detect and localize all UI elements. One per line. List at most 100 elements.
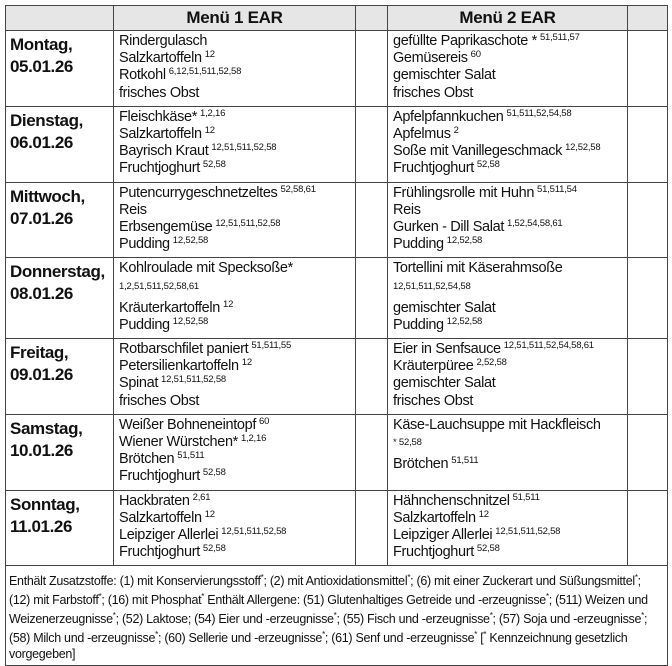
day-date: 10.01.26 (10, 440, 73, 460)
header-spacer (627, 5, 668, 31)
dish-name: Fruchtjoghurt (393, 544, 474, 561)
dish-name: Fruchtjoghurt (119, 468, 200, 485)
menu-item: frisches Obst (393, 393, 627, 410)
day-name: Sonntag, (10, 494, 80, 514)
header-spacer (355, 5, 388, 31)
menu-item: Salzkartoffeln 12 (393, 510, 627, 527)
additive-codes: 12,51,511,52,58 (211, 142, 277, 154)
dish-name: frisches Obst (119, 392, 200, 409)
spacer-cell (627, 30, 668, 107)
day-date: 05.01.26 (10, 57, 73, 76)
menu-item: Apfelmus 2 (393, 126, 627, 143)
menu-item: frisches Obst (119, 85, 355, 102)
menu1-cell: Rindergulasch Salzkartoffeln 12 Rotkohl 6,12… (113, 30, 356, 107)
spacer-cell (355, 105, 388, 183)
additive-codes: 6,12,51,511,52,58 (168, 66, 242, 78)
menu-item: Salzkartoffeln 12 (119, 50, 355, 67)
dish-name: Kohlroulade mit Specksoße* (119, 260, 293, 277)
menu-item: Bayrisch Kraut 12,51,511,52,58 (119, 143, 355, 160)
spacer-cell (355, 181, 388, 259)
spacer-cell (355, 413, 388, 491)
menu2-cell: Frühlingsrolle mit Huhn 51,511,54 Reis Gurk… (387, 181, 628, 259)
dish-name: gemischter Salat (393, 299, 496, 316)
menu-item: gefüllte Paprikaschote * 51,511,57 (393, 33, 627, 50)
dish-name: Fruchtjoghurt (393, 160, 474, 177)
header-day (5, 5, 114, 31)
allergen-legend-text: Enthält Zusatzstoffe: (1) mit Konservier… (9, 572, 648, 662)
dish-name: Hähnchenschnitzel (393, 492, 510, 509)
day-row: Sonntag, 11.01.26 Hackbraten 2,61 Salzkartof… (5, 489, 668, 567)
menu-item: Weißer Bohneneintopf 60 (119, 417, 355, 434)
dish-name: Eier in Senfsauce (393, 341, 501, 358)
dish-name: Brötchen (119, 451, 175, 468)
menu-item: Putencurrygeschnetzeltes 52,58,61 (119, 183, 355, 202)
dish-name: Fruchtjoghurt (119, 544, 200, 561)
spacer-cell (355, 338, 388, 415)
menu-item: Brötchen 51,511 (393, 456, 627, 473)
menu1-cell: Weißer Bohneneintopf 60 Wiener Würstchen* 1… (113, 413, 356, 491)
dish-name: Brötchen (393, 456, 449, 473)
day-name: Mittwoch, (10, 186, 85, 206)
dish-name: Käse-Lauchsuppe mit Hackfleisch (393, 416, 601, 433)
menu-item: Hackbraten 2,61 (119, 492, 355, 510)
spacer-cell (627, 338, 668, 415)
menu-item: Tortellini mit Käserahmsoße 12,51,511,52,… (393, 260, 627, 290)
dish-name: Salzkartoffeln (119, 126, 202, 143)
day-cell: Donnerstag, 08.01.26 (5, 257, 114, 340)
day-cell: Sonntag, 11.01.26 (5, 489, 114, 567)
dish-name: Rotbarschfilet paniert (119, 341, 249, 358)
menu-item: Fruchtjoghurt 52,58 (119, 544, 355, 561)
menu-item: Eier in Senfsauce 12,51,511,52,54,58,61 (393, 341, 627, 358)
additive-codes: 51,511,52,54,58 (506, 107, 572, 119)
additive-codes: 51,511 (177, 450, 205, 462)
spacer-cell (355, 257, 388, 340)
menu-item: Petersilienkartoffeln 12 (119, 358, 355, 375)
additive-codes: 52,58 (202, 543, 226, 555)
additive-codes: 52,58,61 (280, 183, 316, 195)
additive-codes: 51,511 (451, 455, 479, 467)
allergen-legend: Enthält Zusatzstoffe: (1) mit Konservier… (5, 565, 668, 666)
additive-codes: 12,52,58 (172, 315, 209, 327)
menu-item: Kräuterpüree 2,52,58 (393, 358, 627, 375)
additive-codes: 12,51,511,52,58 (161, 374, 226, 386)
additive-codes: 12,52,58 (565, 142, 601, 154)
dish-name: Petersilienkartoffeln (119, 358, 239, 375)
menu1-cell: Hackbraten 2,61 Salzkartoffeln 12 Leipziger … (113, 489, 356, 567)
day-row: Samstag, 10.01.26 Weißer Bohneneintopf 60 Wi… (5, 413, 668, 491)
menu2-cell: Eier in Senfsauce 12,51,511,52,54,58,61 Kr… (387, 338, 628, 415)
menu-item: Leipziger Allerlei 12,51,511,52,58 (119, 527, 355, 544)
additive-codes: 51,511 (512, 491, 540, 503)
menu2-cell: Käse-Lauchsuppe mit Hackfleisch * 52,58 Br… (387, 413, 628, 491)
spacer-cell (627, 181, 668, 259)
menu-item: Fruchtjoghurt 52,58 (119, 160, 355, 177)
dish-name: Kräuterpüree (393, 358, 474, 375)
dish-name: Soße mit Vanillegeschmack (393, 143, 563, 160)
spacer-cell (627, 105, 668, 183)
menu1-cell: Putencurrygeschnetzeltes 52,58,61 Reis Erbs… (113, 181, 356, 259)
menu-item: Rotkohl 6,12,51,511,52,58 (119, 67, 355, 84)
additive-codes: 12,51,511,52,54,58,61 (503, 340, 594, 352)
menu-item: Kohlroulade mit Specksoße* 1,2,51,511,52,… (119, 260, 355, 290)
dish-name: Putencurrygeschnetzeltes (119, 184, 278, 201)
day-name: Samstag, (10, 418, 83, 438)
day-cell: Montag, 05.01.26 (5, 30, 114, 107)
dish-name: Salzkartoffeln (393, 509, 476, 526)
menu2-cell: Tortellini mit Käserahmsoße 12,51,511,52,… (387, 257, 628, 340)
menu-item: Brötchen 51,511 (119, 451, 355, 468)
additive-codes: 12,51,511,52,58 (221, 526, 287, 538)
dish-name: Bayrisch Kraut (119, 143, 209, 160)
day-cell: Dienstag, 06.01.26 (5, 105, 114, 183)
menu-item: Pudding 12,52,58 (393, 317, 627, 334)
day-date: 06.01.26 (10, 132, 73, 152)
day-date: 08.01.26 (10, 284, 73, 304)
spacer-cell (627, 413, 668, 491)
day-name: Freitag, (10, 343, 69, 363)
menu-item: frisches Obst (119, 393, 355, 410)
spacer-cell (627, 257, 668, 340)
menu-item: Apfelpfannkuchen 51,511,52,54,58 (393, 109, 627, 126)
dish-name: frisches Obst (393, 392, 474, 409)
menu1-cell: Rotbarschfilet paniert 51,511,55 Petersili… (113, 338, 356, 415)
additive-codes: 1,2,16 (200, 107, 226, 119)
additive-codes: 1,52,54,58,61 (507, 218, 563, 230)
menu-item: Erbsengemüse 12,51,511,52,58 (119, 219, 355, 236)
